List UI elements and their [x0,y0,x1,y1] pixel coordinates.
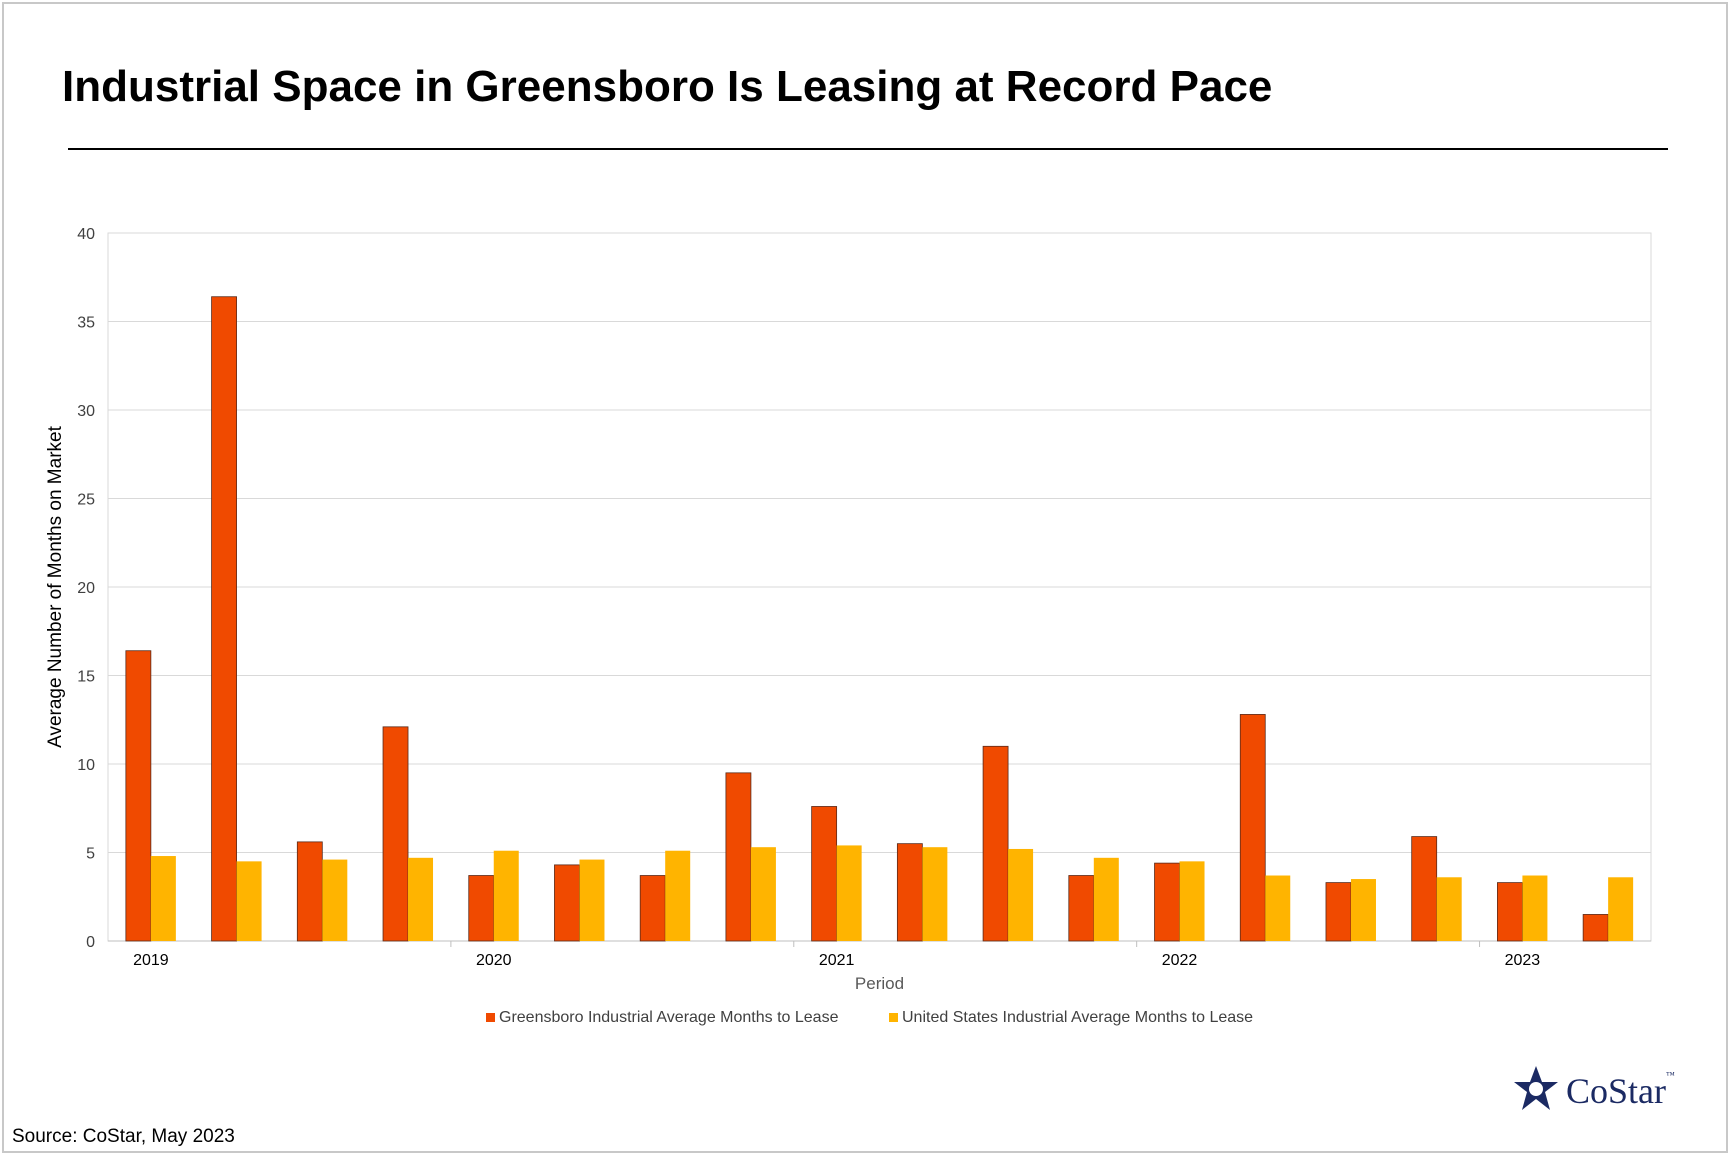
legend-swatch [486,1013,495,1022]
bar [1325,882,1352,942]
x-tick-label: 2020 [476,952,512,969]
bar [322,859,348,941]
bar [1239,714,1266,942]
bar [639,875,666,942]
bar [125,650,152,942]
bar [236,861,262,941]
y-tick-label: 0 [86,934,95,951]
bar [982,745,1009,942]
x-tick-label: 2023 [1505,952,1541,969]
y-tick-label: 25 [77,492,95,509]
bar [1350,879,1376,941]
bar [836,845,862,941]
chart-title: Industrial Space in Greensboro Is Leasin… [62,62,1273,111]
y-tick-label: 15 [77,669,95,686]
bar [922,847,948,941]
bar [1497,882,1523,942]
bar [1179,861,1205,941]
bar [296,841,323,942]
bar [1436,877,1462,941]
bar [1265,875,1291,941]
x-tick-label: 2022 [1162,952,1198,969]
y-tick-label: 35 [77,315,95,332]
bar [1411,836,1438,942]
y-tick-label: 10 [77,757,95,774]
bar [1608,877,1634,941]
bar [1008,848,1034,941]
bar [150,856,176,941]
source-note: Source: CoStar, May 2023 [12,1126,235,1147]
bar [1522,875,1548,941]
bar [554,864,580,942]
bar [382,726,409,942]
bar [811,806,838,942]
bar [408,857,434,941]
legend-label: United States Industrial Average Months … [902,1009,1253,1026]
bar [896,843,923,942]
title-divider [68,148,1668,150]
bar [211,296,237,942]
bar [750,847,776,941]
bar [579,859,605,941]
legend-swatch [889,1013,898,1022]
x-axis-title: Period [855,974,904,993]
y-axis-title: Average Number of Months on Market [45,425,66,747]
y-tick-label: 5 [86,846,95,863]
bar [725,772,752,942]
y-tick-label: 20 [77,580,95,597]
bar [1093,857,1119,941]
x-tick-label: 2019 [133,952,169,969]
bar [665,850,691,941]
bar [493,850,519,941]
costar-star-icon [1514,1066,1558,1110]
legend-label: Greensboro Industrial Average Months to … [499,1009,839,1026]
costar-logo: CoStar™ [1512,1064,1675,1120]
bar [1154,862,1180,942]
x-tick-label: 2021 [819,952,855,969]
y-tick-label: 30 [77,403,95,420]
bar [1068,875,1095,942]
bar [468,875,495,942]
y-tick-label: 40 [77,226,95,243]
logo-wordmark: CoStar™ [1566,1070,1675,1111]
bar [1582,914,1609,942]
